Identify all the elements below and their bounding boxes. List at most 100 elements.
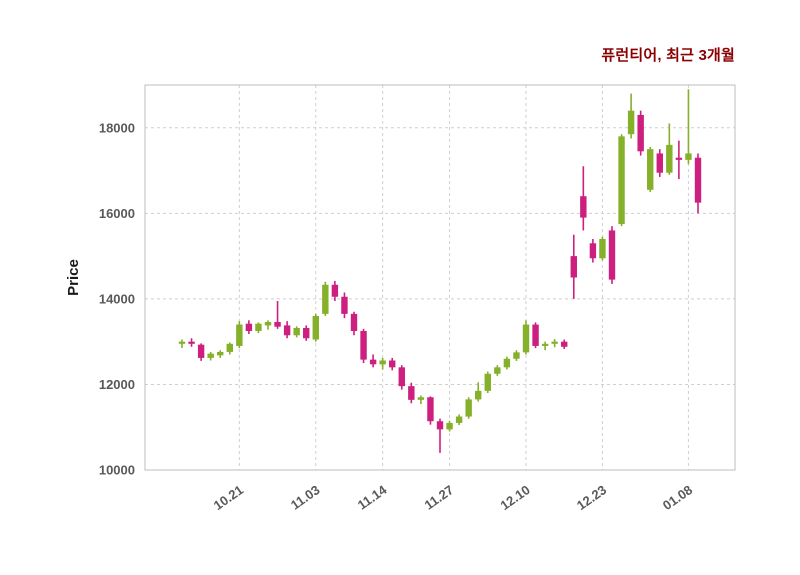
candle-body — [293, 327, 300, 336]
candle-body — [322, 284, 329, 314]
candle — [465, 397, 472, 419]
candle-body — [398, 367, 405, 387]
candle-body — [637, 114, 644, 152]
y-tick-label: 16000 — [99, 206, 135, 221]
candle-body — [207, 353, 214, 358]
candle-body — [312, 316, 319, 340]
candle-body — [513, 352, 520, 359]
candle-body — [188, 341, 195, 344]
candle — [627, 93, 635, 139]
y-tick-label: 18000 — [99, 120, 135, 135]
x-tick-label: 01.08 — [660, 482, 695, 513]
y-tick-label: 10000 — [99, 463, 135, 478]
candle — [599, 236, 606, 261]
x-tick-label: 11.03 — [288, 482, 323, 513]
candle — [484, 371, 491, 393]
candle-body — [331, 284, 339, 297]
candle-body — [627, 110, 635, 135]
candle-body — [532, 324, 539, 346]
candle — [427, 396, 434, 425]
candle-body — [455, 416, 463, 423]
candle — [685, 89, 692, 165]
candle-body — [465, 399, 472, 417]
candle — [197, 343, 205, 361]
candle — [207, 351, 214, 361]
candle — [178, 339, 186, 349]
candle — [455, 414, 463, 426]
candle-body — [446, 422, 453, 430]
y-tick-label: 12000 — [99, 377, 135, 392]
candle-body — [436, 421, 444, 430]
candle-body — [694, 157, 702, 203]
candle-body — [197, 344, 205, 358]
candle-body — [417, 397, 425, 400]
candle-body — [245, 323, 253, 331]
candle — [398, 365, 405, 390]
candle — [408, 382, 415, 404]
candle-body — [570, 256, 577, 278]
candle-body — [427, 397, 434, 422]
candle — [226, 342, 233, 355]
candle — [694, 153, 702, 214]
candle — [522, 320, 530, 355]
candle-body — [589, 243, 597, 259]
candle-body — [360, 330, 367, 360]
candle — [303, 325, 310, 341]
x-axis-tick-labels: 10.21 11.03 11.14 11.27 12.10 12.23 01.08 — [211, 482, 695, 513]
candle-body — [541, 343, 549, 346]
candle-body — [226, 343, 233, 352]
candle-body — [369, 359, 377, 365]
candle — [561, 339, 568, 349]
candle-body — [522, 324, 530, 353]
candle — [236, 321, 243, 349]
candle — [312, 313, 319, 342]
candle-body — [283, 325, 291, 336]
candle-body — [551, 341, 558, 344]
candle — [570, 234, 577, 299]
candle-body — [217, 351, 224, 356]
candle — [217, 350, 224, 358]
candle — [379, 357, 386, 370]
candle-body — [494, 367, 501, 374]
candle-body — [350, 313, 358, 331]
candle — [541, 341, 549, 351]
x-tick-label: 11.14 — [355, 482, 390, 513]
candle — [532, 322, 539, 349]
candle — [675, 140, 683, 180]
candle — [341, 292, 348, 319]
candle-body — [675, 157, 683, 160]
candle — [245, 320, 253, 334]
candle-body — [580, 196, 587, 218]
candle-body — [274, 321, 281, 327]
candle — [369, 354, 377, 368]
candle-body — [503, 358, 511, 368]
candle-body — [389, 360, 396, 368]
candle — [656, 149, 663, 177]
candle — [436, 418, 444, 453]
candle — [637, 110, 644, 156]
candle — [322, 281, 329, 316]
x-tick-label: 10.21 — [211, 482, 246, 513]
candle-body — [666, 144, 673, 173]
x-tick-label: 12.10 — [497, 482, 532, 513]
candle — [283, 321, 291, 339]
candles — [178, 89, 702, 453]
y-axis-tick-labels: 10000 12000 14000 16000 18000 — [99, 120, 135, 477]
candle-body — [408, 386, 415, 400]
candle — [666, 123, 673, 175]
candle — [647, 147, 654, 192]
candle — [293, 326, 300, 338]
candle-body — [264, 321, 272, 326]
candle — [513, 350, 520, 361]
candle — [580, 166, 587, 231]
candle-body — [647, 149, 654, 190]
candle-body — [484, 373, 491, 391]
gridlines — [145, 85, 735, 471]
candle — [475, 382, 482, 402]
candle — [188, 338, 195, 347]
candle-body — [379, 360, 386, 365]
candle — [503, 356, 511, 370]
candle — [417, 395, 425, 405]
candle-body — [685, 153, 692, 160]
